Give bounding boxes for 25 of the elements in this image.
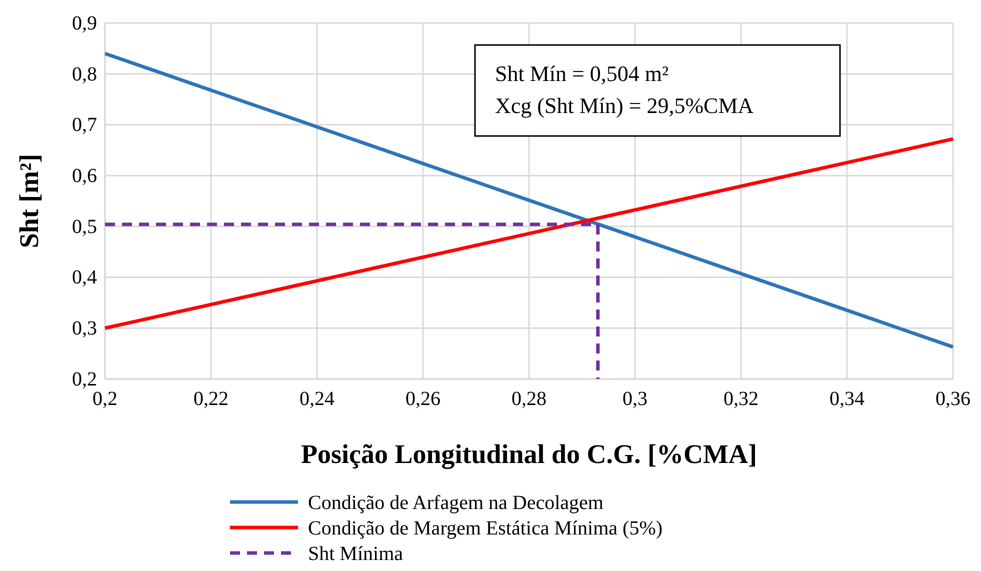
x-tick-label: 0,2 xyxy=(92,388,118,410)
y-axis-title: Sht [m²] xyxy=(14,154,44,248)
legend-label: Condição de Margem Estática Mínima (5%) xyxy=(308,518,663,540)
y-tick-label: 0,5 xyxy=(72,216,97,238)
x-tick-label: 0,24 xyxy=(300,388,334,410)
x-tick-label: 0,34 xyxy=(830,388,864,410)
y-tick-label: 0,8 xyxy=(72,63,97,86)
y-tick-label: 0,9 xyxy=(72,12,97,34)
x-tick-label: 0,3 xyxy=(622,388,648,410)
x-tick-label: 0,32 xyxy=(724,388,758,410)
x-tick-label: 0,28 xyxy=(512,388,546,410)
legend-label: Sht Mínima xyxy=(308,543,404,565)
legend-label: Condição de Arfagem na Decolagem xyxy=(308,492,604,514)
x-axis-title: Posição Longitudinal do C.G. [%CMA] xyxy=(300,439,758,469)
y-tick-label: 0,3 xyxy=(72,318,97,340)
y-tick-label: 0,6 xyxy=(72,164,97,187)
y-tick-label: 0,7 xyxy=(72,114,97,136)
y-tick-label: 0,4 xyxy=(72,266,97,289)
x-tick-label: 0,22 xyxy=(194,388,228,410)
y-tick-label: 0,2 xyxy=(72,368,97,390)
x-tick-label: 0,36 xyxy=(936,388,970,410)
annotation: Xcg (Sht Mín) = 29,5%CMA xyxy=(495,93,754,118)
x-tick-label: 0,26 xyxy=(406,388,440,410)
annotation: Sht Mín = 0,504 m² xyxy=(495,61,670,86)
note-box: Sht Mín = 0,504 m² Xcg (Sht Mín) = 29,5%CMA xyxy=(474,44,841,137)
